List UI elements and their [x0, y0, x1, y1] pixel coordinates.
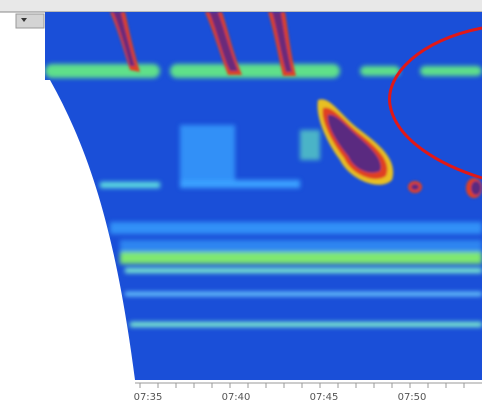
spectrogram-view: 07:35 07:40 07:45 07:50 [0, 0, 482, 407]
time-label: 07:40 [222, 392, 251, 403]
dropdown[interactable] [16, 14, 44, 28]
toolbar [0, 0, 482, 12]
spectrogram [45, 12, 482, 382]
time-label: 07:45 [310, 392, 339, 403]
page: 07:3507:4007:4507:50 (() => { const data… [0, 0, 482, 407]
time-label: 07:35 [134, 392, 163, 403]
time-label: 07:50 [398, 392, 427, 403]
time-ticks: 07:35 07:40 07:45 07:50 [134, 383, 464, 403]
